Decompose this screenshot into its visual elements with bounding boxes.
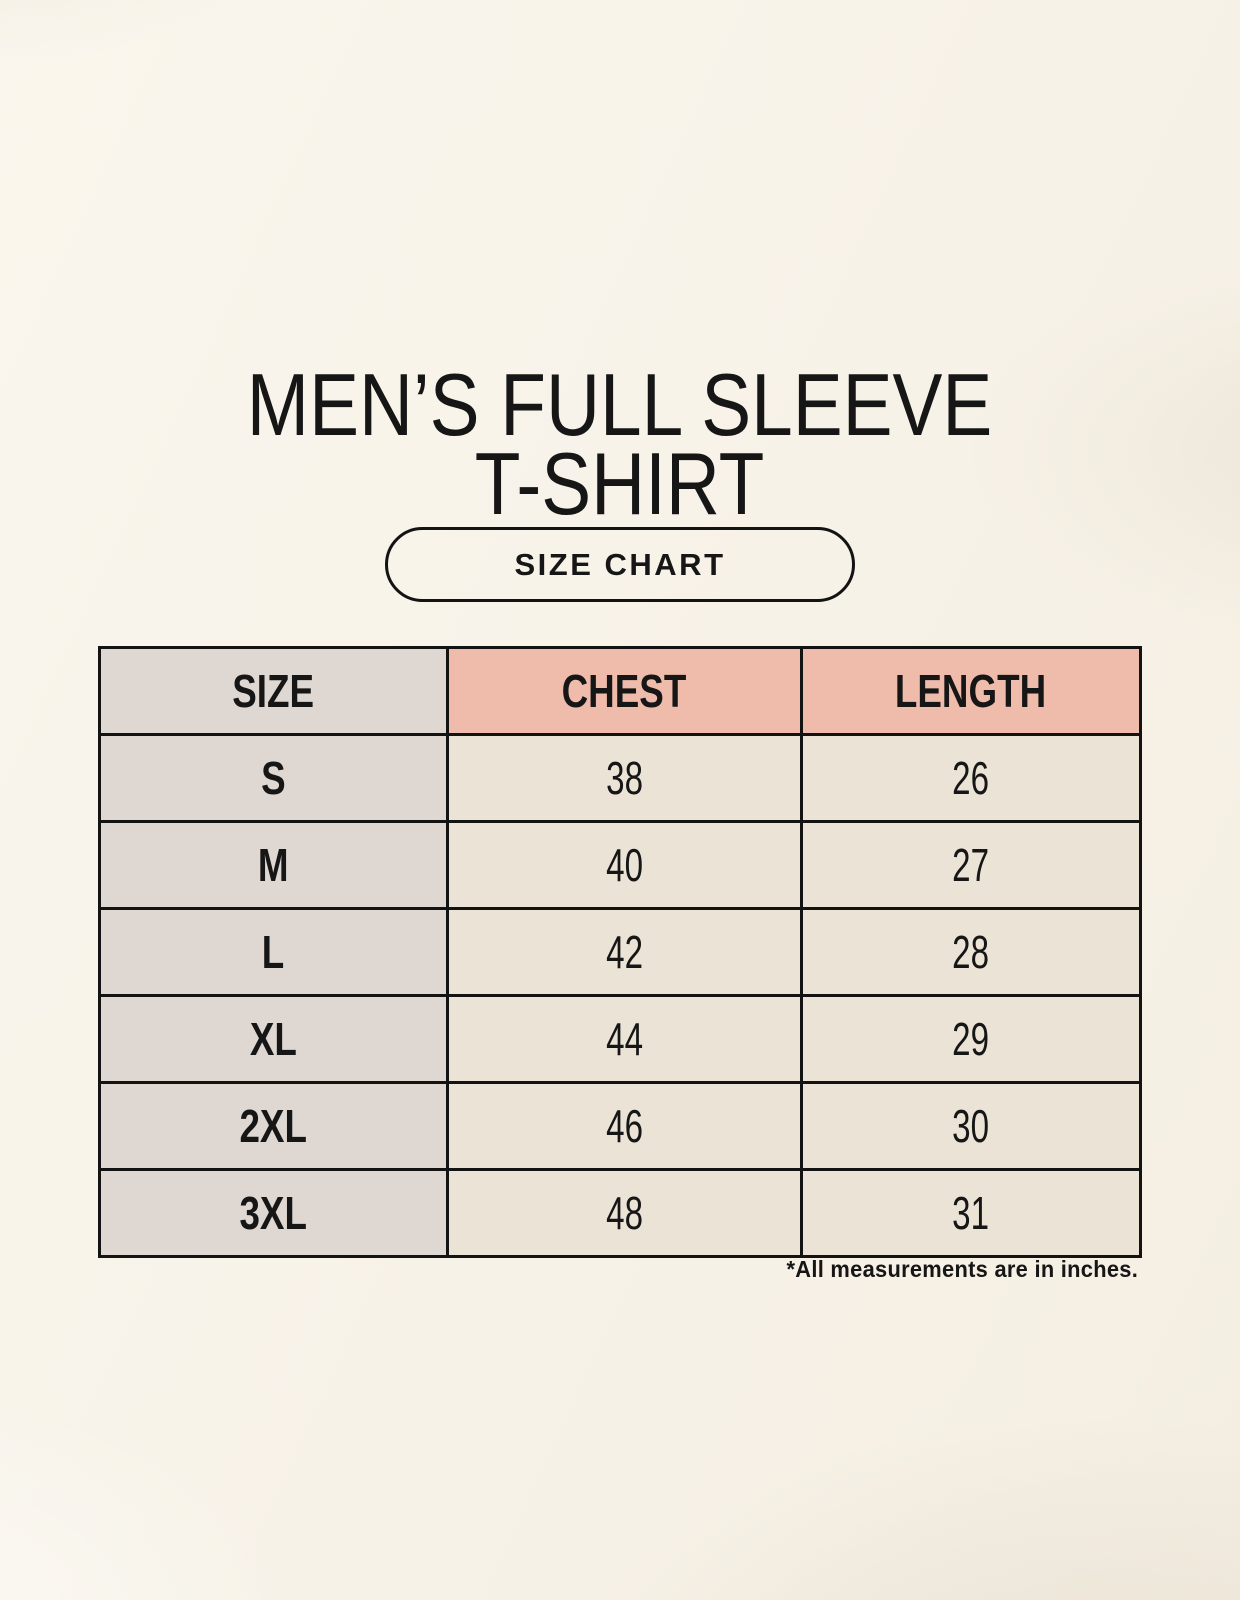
size-chart-table: SIZE CHEST LENGTH S 38 26 M 40 27 L 42 2… <box>98 646 1143 1258</box>
chest-value-cell: 46 <box>445 1081 803 1171</box>
table-row: 2XL 46 30 <box>98 1081 1143 1171</box>
length-value-cell: 28 <box>799 907 1143 997</box>
size-cell: XL <box>98 994 449 1084</box>
size-cell: M <box>98 820 449 910</box>
table-row: M 40 27 <box>98 820 1143 910</box>
length-value-cell: 27 <box>799 820 1143 910</box>
chest-value-cell: 48 <box>445 1168 803 1258</box>
table-header-row: SIZE CHEST LENGTH <box>98 646 1143 736</box>
length-value-cell: 31 <box>799 1168 1143 1258</box>
size-chart-button-label: SIZE CHART <box>514 546 726 582</box>
column-header-chest: CHEST <box>445 646 803 736</box>
page-title: MEN’S FULL SLEEVE T-SHIRT <box>0 354 1240 534</box>
table-row: XL 44 29 <box>98 994 1143 1084</box>
length-value-cell: 30 <box>799 1081 1143 1171</box>
table-row: 3XL 48 31 <box>98 1168 1143 1258</box>
page-title-line-2: T-SHIRT <box>475 434 765 534</box>
chest-value-cell: 44 <box>445 994 803 1084</box>
column-header-size: SIZE <box>98 646 449 736</box>
size-cell: 2XL <box>98 1081 449 1171</box>
table-row: L 42 28 <box>98 907 1143 997</box>
size-cell: S <box>98 733 449 823</box>
size-cell: L <box>98 907 449 997</box>
table-row: S 38 26 <box>98 733 1143 823</box>
length-value-cell: 26 <box>799 733 1143 823</box>
column-header-length: LENGTH <box>799 646 1143 736</box>
chest-value-cell: 40 <box>445 820 803 910</box>
measurements-footnote: *All measurements are in inches. <box>786 1256 1138 1282</box>
size-cell: 3XL <box>98 1168 449 1258</box>
size-chart-button[interactable]: SIZE CHART <box>385 527 855 602</box>
page-title-line-1: MEN’S FULL SLEEVE <box>247 354 993 454</box>
chest-value-cell: 42 <box>445 907 803 997</box>
chest-value-cell: 38 <box>445 733 803 823</box>
length-value-cell: 29 <box>799 994 1143 1084</box>
